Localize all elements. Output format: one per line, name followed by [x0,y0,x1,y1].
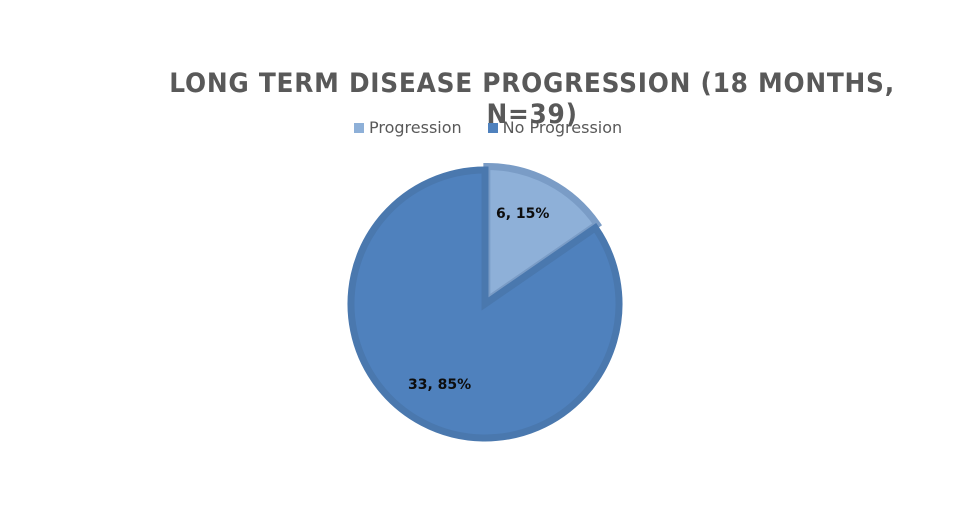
pie-slice-progression [483,162,603,308]
chart-legend: Progression No Progression [354,118,622,137]
pie-slice-no-progression [347,166,623,442]
legend-swatch-no-progression [487,122,498,133]
data-label-progression: 6, 15% [496,206,549,222]
legend-item-progression: Progression [354,118,462,137]
chart-title: LONG TERM DISEASE PROGRESSION (18 MONTHS… [169,68,895,130]
legend-item-no-progression: No Progression [487,118,623,137]
legend-label-no-progression: No Progression [502,118,623,137]
legend-swatch-progression [354,122,364,133]
data-label-no-progression: 33, 85% [408,377,471,393]
legend-label-progression: Progression [369,118,462,137]
